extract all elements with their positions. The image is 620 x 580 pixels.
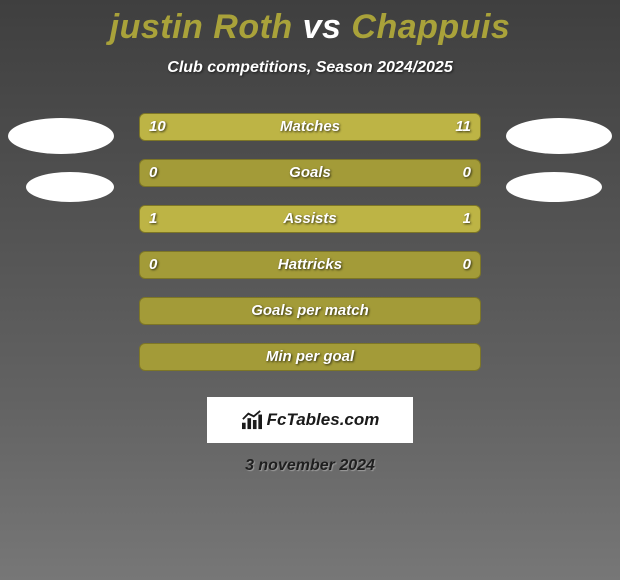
stat-row: Goals per match <box>0 297 620 343</box>
title-vs: vs <box>303 8 342 46</box>
title-player1: justin Roth <box>110 8 293 46</box>
stat-label: Goals <box>139 159 481 187</box>
stat-label: Assists <box>139 205 481 233</box>
stat-label: Min per goal <box>139 343 481 371</box>
fctables-icon <box>241 410 263 430</box>
stat-label: Hattricks <box>139 251 481 279</box>
stat-row: 00Hattricks <box>0 251 620 297</box>
footer-date: 3 november 2024 <box>0 457 620 475</box>
avatar-placeholder <box>506 172 602 202</box>
stat-label: Goals per match <box>139 297 481 325</box>
subtitle: Club competitions, Season 2024/2025 <box>0 59 620 77</box>
stat-row: 11Assists <box>0 205 620 251</box>
title-player2: Chappuis <box>351 8 510 46</box>
page-title: justin Roth vs Chappuis <box>0 0 620 47</box>
avatar-placeholder <box>26 172 114 202</box>
avatar-placeholder <box>8 118 114 154</box>
logo-text: FcTables.com <box>267 410 380 430</box>
stat-row: Min per goal <box>0 343 620 389</box>
logo-box: FcTables.com <box>207 397 413 443</box>
avatar-placeholder <box>506 118 612 154</box>
stat-label: Matches <box>139 113 481 141</box>
stats-area: 1011Matches00Goals11Assists00HattricksGo… <box>0 113 620 389</box>
